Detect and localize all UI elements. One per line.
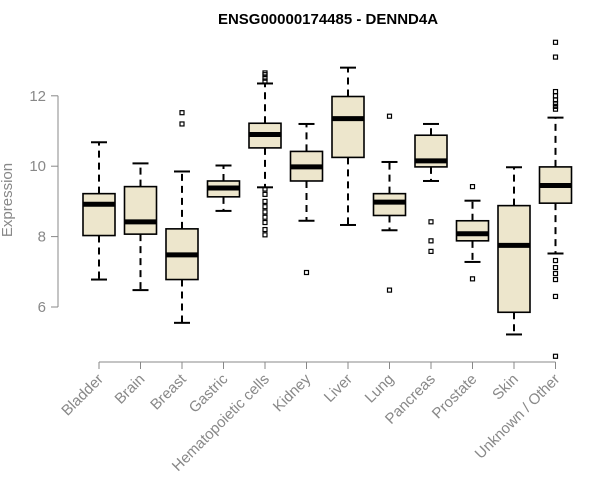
y-tick-label: 12 — [29, 88, 46, 105]
outlier-point — [552, 100, 559, 107]
x-tick-label: Prostate — [429, 371, 481, 423]
box-group-gastric — [206, 164, 241, 212]
outlier-point — [552, 106, 559, 112]
y-tick-label: 8 — [38, 229, 46, 246]
box-group-breast — [165, 110, 199, 324]
x-tick-label: Breast — [147, 370, 190, 413]
outlier-point — [552, 93, 559, 99]
outlier-point — [552, 257, 559, 264]
outlier-point — [179, 110, 185, 116]
outlier-point — [262, 70, 268, 76]
outlier-point — [262, 78, 268, 84]
box-iqr — [331, 95, 365, 159]
box-iqr — [455, 219, 490, 242]
outlier-point — [428, 248, 434, 254]
outlier-point — [262, 191, 268, 197]
box-group-bladder — [82, 141, 116, 281]
outlier-point — [552, 276, 559, 283]
outlier-point — [262, 204, 268, 210]
x-tick-label: Kidney — [270, 370, 315, 415]
outlier-point — [262, 232, 268, 238]
box-iqr — [123, 185, 158, 235]
box-group-liver — [331, 66, 365, 226]
y-axis-label: Expression — [0, 163, 16, 237]
outlier-point — [552, 54, 559, 60]
box-series — [82, 39, 573, 359]
outlier-point — [262, 214, 268, 220]
outlier-point — [262, 219, 268, 226]
x-tick-label: Bladder — [58, 371, 107, 420]
box-iqr — [497, 204, 531, 314]
outlier-point — [303, 269, 310, 276]
box-group-unknown-other — [538, 39, 573, 359]
x-tick-label: Skin — [489, 371, 522, 404]
outlier-point — [262, 198, 268, 204]
x-tick-label: Lung — [362, 371, 398, 407]
outlier-point — [262, 209, 268, 215]
box-group-lung — [372, 113, 407, 293]
outlier-point — [552, 264, 559, 271]
outlier-point — [552, 293, 559, 300]
y-axis-ticks: 6 8 10 12 — [29, 88, 58, 316]
outlier-point — [469, 184, 476, 190]
box-group-prostate — [455, 184, 490, 282]
box-iqr — [82, 192, 116, 237]
box-group-hematopoietic-cells — [248, 70, 282, 238]
box-group-brain — [123, 162, 158, 292]
outlier-point — [179, 121, 185, 127]
outlier-point — [552, 270, 559, 277]
outlier-point — [386, 113, 393, 119]
box-group-skin — [497, 166, 531, 336]
y-tick-label: 6 — [38, 299, 46, 316]
box-group-pancreas — [414, 122, 448, 254]
outlier-point — [552, 39, 559, 45]
x-tick-label: Brain — [112, 371, 149, 408]
outlier-point — [262, 226, 268, 233]
outlier-point — [428, 219, 434, 225]
outlier-point — [428, 238, 434, 244]
box-group-kidney — [289, 122, 324, 276]
outlier-point — [469, 276, 476, 282]
outlier-point — [552, 353, 559, 359]
y-tick-label: 10 — [29, 158, 46, 175]
outlier-point — [552, 88, 559, 95]
chart-title: ENSG00000174485 - DENND4A — [218, 11, 438, 28]
outlier-point — [386, 287, 393, 293]
outlier-point — [262, 186, 268, 192]
outlier-point — [552, 103, 559, 109]
x-tick-label: Liver — [321, 371, 356, 406]
